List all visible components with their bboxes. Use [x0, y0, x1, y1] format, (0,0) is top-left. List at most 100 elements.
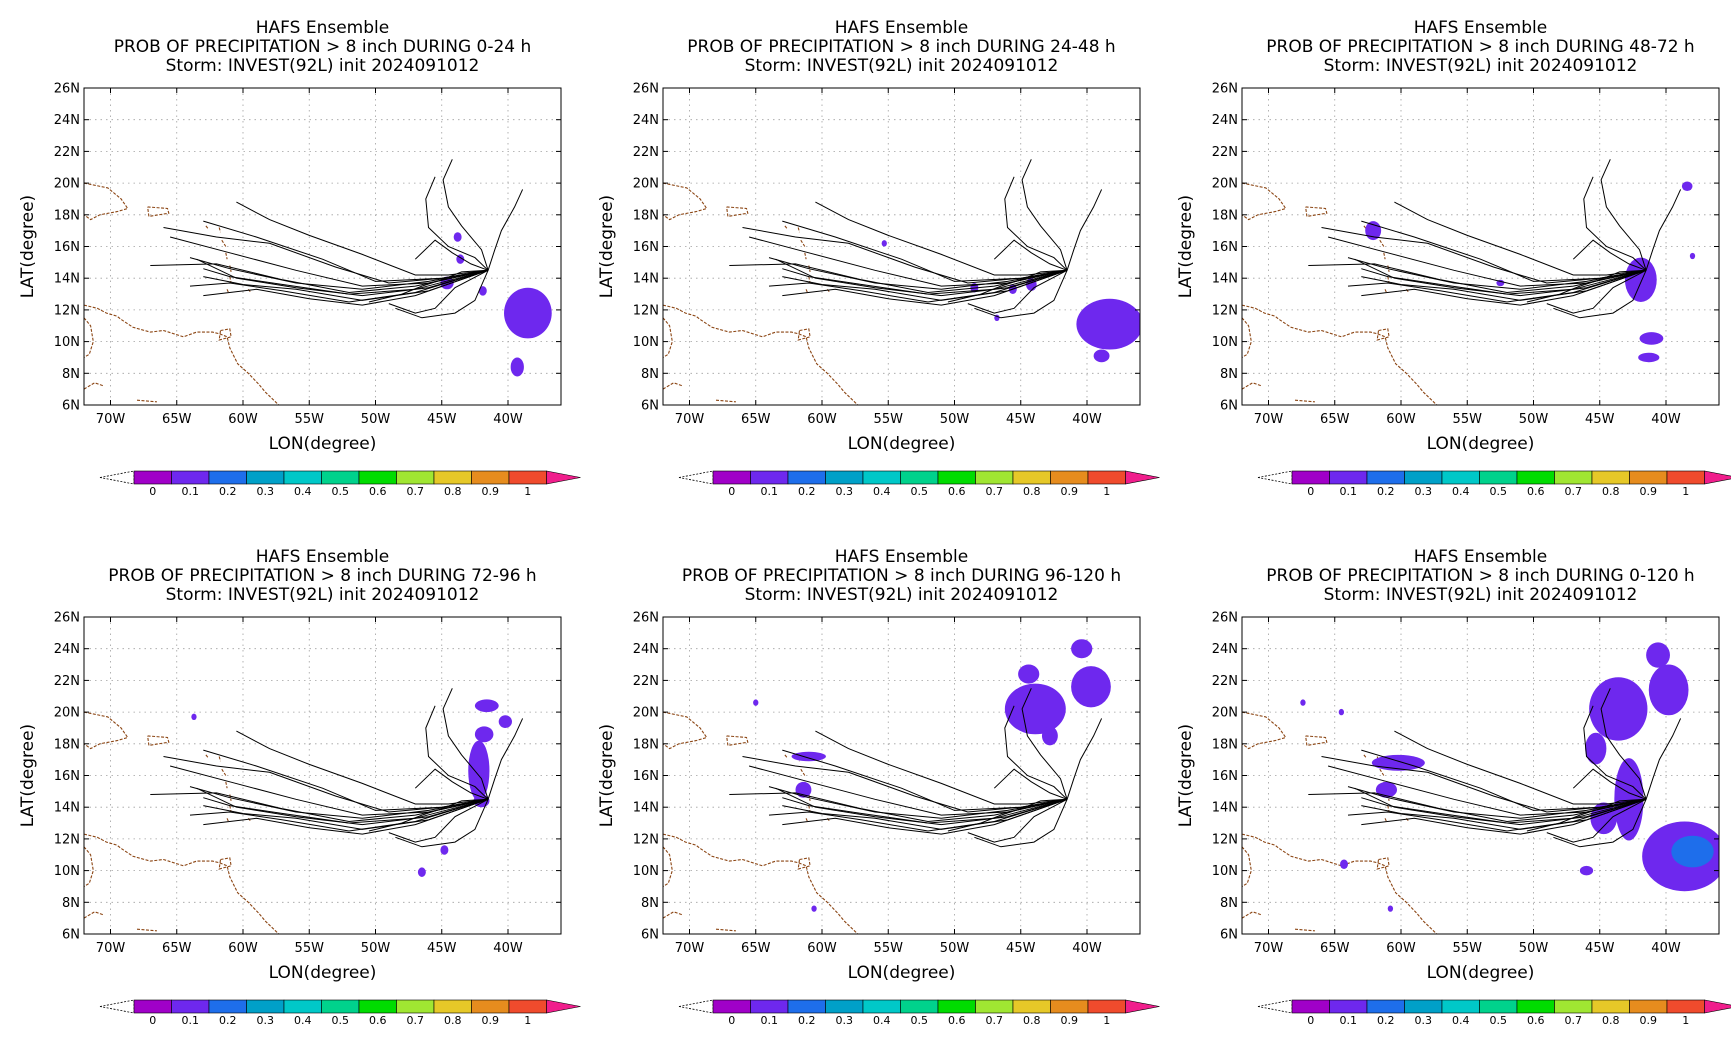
colorbar-tick-label: 0.3 [836, 1014, 854, 1027]
storm-track [1347, 257, 1647, 290]
panel-subtitle: PROB OF PRECIPITATION > 8 inch DURING 0-… [1266, 566, 1694, 586]
precip-area [1671, 835, 1714, 868]
x-tick-label: 70W [675, 941, 705, 956]
colorbar-swatch [1291, 470, 1330, 485]
x-axis-label: LON(degree) [1427, 963, 1535, 983]
colorbar-tick-label: 0.8 [1602, 1014, 1620, 1027]
precip-area [811, 905, 817, 912]
coastline [218, 227, 222, 233]
colorbar-tick-label: 0.4 [1452, 485, 1470, 498]
coastline [663, 182, 708, 221]
colorbar-swatch [1087, 470, 1126, 485]
storm-track [1004, 705, 1068, 800]
y-tick-label: 22N [54, 674, 80, 689]
colorbar-over-arrow [546, 470, 581, 485]
colorbar-over-arrow [1704, 999, 1731, 1014]
y-tick-label: 6N [641, 399, 659, 414]
y-tick-label: 18N [1212, 737, 1238, 752]
colorbar-tick-label: 0.5 [911, 485, 929, 498]
colorbar-swatch [1666, 999, 1705, 1014]
colorbar-swatch [1366, 470, 1405, 485]
colorbar-tick-label: 0.9 [1061, 1014, 1079, 1027]
precip-area [1071, 639, 1093, 659]
panel-storm-line: Storm: INVEST(92L) init 2024091012 [745, 56, 1059, 76]
coastline [1376, 328, 1390, 341]
precip-area [1624, 257, 1657, 302]
precip-area [474, 726, 494, 743]
colorbar-swatch [1516, 470, 1555, 485]
coastline [136, 399, 157, 403]
precip-area [1375, 781, 1398, 798]
colorbar-over-arrow [1125, 999, 1160, 1014]
y-tick-label: 24N [1212, 113, 1238, 128]
coastline [84, 911, 105, 919]
coastline [1294, 928, 1315, 932]
y-tick-label: 26N [54, 611, 80, 626]
coastline [226, 289, 229, 293]
storm-track [1583, 176, 1647, 271]
storm-track [993, 239, 1068, 271]
x-axis-label: LON(degree) [848, 434, 956, 454]
coastline [663, 317, 673, 358]
x-tick-label: 60W [807, 941, 837, 956]
colorbar-swatch [1479, 999, 1518, 1014]
storm-track [967, 798, 1068, 843]
y-axis-label: LAT(degree) [597, 195, 617, 298]
colorbar-tick-label: 0.7 [407, 1014, 425, 1027]
x-tick-label: 70W [96, 412, 126, 427]
colorbar-tick-label: 0.1 [182, 485, 200, 498]
panel-title: HAFS Ensemble [835, 18, 968, 38]
colorbar-tick-label: 0.6 [1527, 1014, 1545, 1027]
y-tick-label: 24N [633, 113, 659, 128]
coastline [84, 317, 94, 358]
colorbar-swatch [283, 470, 322, 485]
x-tick-label: 55W [295, 941, 325, 956]
y-tick-label: 12N [54, 832, 80, 847]
y-tick-label: 12N [633, 303, 659, 318]
colorbar-swatch [433, 470, 472, 485]
coastline [225, 252, 228, 260]
precip-area [453, 232, 462, 242]
x-tick-label: 65W [1320, 941, 1350, 956]
precip-area [1041, 726, 1058, 746]
storm-track [388, 798, 489, 843]
storm-track [442, 159, 489, 271]
coastline [205, 225, 209, 230]
colorbar-tick-label: 0 [728, 485, 735, 498]
colorbar-swatch [825, 999, 864, 1014]
storm-track [189, 269, 489, 303]
coastline [226, 818, 229, 822]
panel-storm-line: Storm: INVEST(92L) init 2024091012 [1324, 585, 1638, 605]
x-tick-label: 60W [228, 412, 258, 427]
precip-area [417, 867, 426, 877]
y-axis-label: LAT(degree) [597, 724, 617, 827]
storm-track [768, 798, 1068, 832]
coastline [1242, 833, 1438, 934]
storm-track [1347, 269, 1647, 303]
coastline [84, 182, 129, 221]
colorbar-swatch [900, 470, 939, 485]
storm-track [1021, 159, 1068, 271]
coastline [136, 928, 157, 932]
coastline [1305, 735, 1328, 747]
colorbar-under-arrow [99, 470, 135, 485]
storm-track [368, 269, 489, 303]
x-tick-label: 45W [1585, 941, 1615, 956]
storm-track [1583, 705, 1647, 800]
y-tick-label: 14N [1212, 801, 1238, 816]
colorbar-under-arrow [1257, 999, 1293, 1014]
y-tick-label: 8N [62, 367, 80, 382]
x-tick-label: 50W [940, 941, 970, 956]
colorbar-tick-label: 0.5 [332, 485, 350, 498]
y-tick-label: 26N [1212, 611, 1238, 626]
colorbar-tick-label: 0.1 [182, 1014, 200, 1027]
coastline [663, 304, 859, 405]
coastline [1384, 289, 1387, 293]
storm-track [815, 201, 1068, 276]
coastline [1384, 818, 1387, 822]
storm-track [189, 257, 489, 290]
coastline [663, 833, 859, 934]
storm-track [189, 786, 489, 819]
x-tick-label: 40W [1651, 941, 1681, 956]
